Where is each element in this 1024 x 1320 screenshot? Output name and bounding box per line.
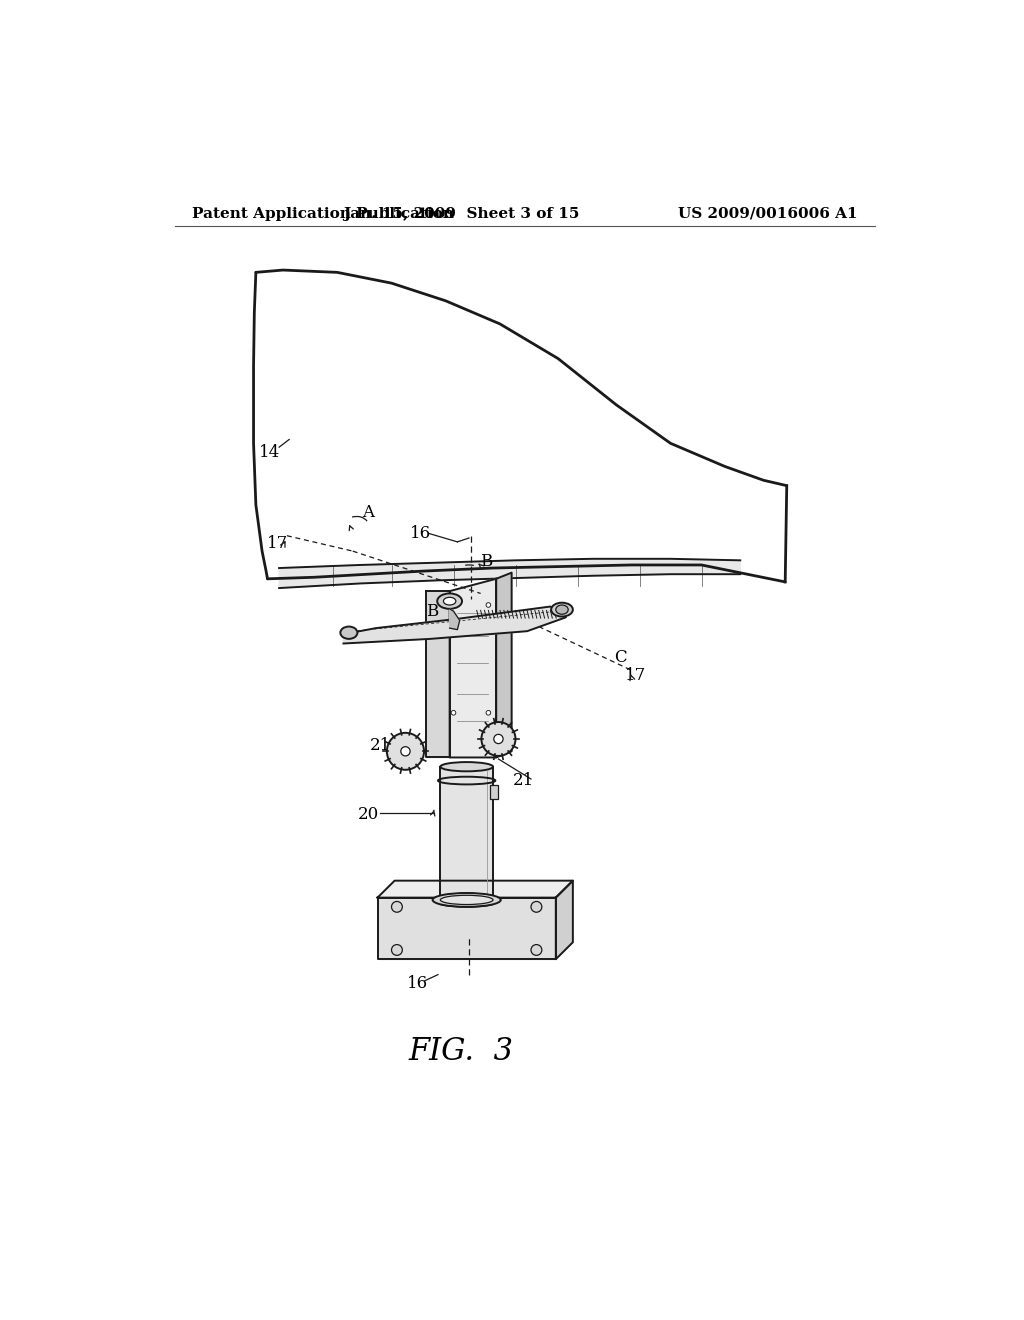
Text: 14: 14 bbox=[259, 444, 281, 461]
Circle shape bbox=[391, 902, 402, 912]
Text: 17: 17 bbox=[625, 668, 646, 684]
Ellipse shape bbox=[551, 603, 572, 616]
Text: 20: 20 bbox=[357, 807, 379, 822]
FancyBboxPatch shape bbox=[489, 785, 498, 799]
Circle shape bbox=[481, 722, 515, 756]
Circle shape bbox=[452, 603, 456, 607]
FancyBboxPatch shape bbox=[440, 767, 493, 902]
Circle shape bbox=[391, 945, 402, 956]
Circle shape bbox=[486, 710, 490, 715]
Polygon shape bbox=[450, 609, 460, 630]
Circle shape bbox=[387, 733, 424, 770]
Polygon shape bbox=[450, 579, 496, 758]
Ellipse shape bbox=[440, 895, 493, 904]
Text: C: C bbox=[614, 649, 628, 665]
Polygon shape bbox=[426, 591, 450, 758]
Ellipse shape bbox=[443, 597, 456, 605]
Text: 16: 16 bbox=[411, 525, 431, 543]
Ellipse shape bbox=[340, 627, 357, 639]
Text: B: B bbox=[426, 603, 438, 619]
Text: US 2009/0016006 A1: US 2009/0016006 A1 bbox=[679, 207, 858, 220]
Polygon shape bbox=[378, 880, 572, 898]
Text: Patent Application Publication: Patent Application Publication bbox=[191, 207, 454, 220]
Polygon shape bbox=[280, 558, 740, 589]
Text: B: B bbox=[480, 553, 493, 570]
Polygon shape bbox=[496, 573, 512, 758]
Text: Jan. 15, 2009  Sheet 3 of 15: Jan. 15, 2009 Sheet 3 of 15 bbox=[343, 207, 580, 220]
Text: 16: 16 bbox=[408, 975, 428, 993]
Polygon shape bbox=[343, 607, 566, 644]
Ellipse shape bbox=[436, 896, 497, 907]
Circle shape bbox=[494, 734, 503, 743]
Circle shape bbox=[531, 902, 542, 912]
Circle shape bbox=[400, 747, 410, 756]
Ellipse shape bbox=[437, 594, 462, 609]
Text: 17: 17 bbox=[267, 535, 288, 552]
Text: 21: 21 bbox=[370, 737, 391, 754]
Text: 21: 21 bbox=[513, 772, 534, 789]
Text: A: A bbox=[362, 504, 374, 521]
Ellipse shape bbox=[556, 605, 568, 614]
Circle shape bbox=[531, 945, 542, 956]
Circle shape bbox=[452, 710, 456, 715]
Ellipse shape bbox=[432, 892, 501, 907]
Text: FIG.  3: FIG. 3 bbox=[409, 1036, 514, 1067]
Polygon shape bbox=[378, 898, 556, 960]
Circle shape bbox=[486, 603, 490, 607]
Polygon shape bbox=[556, 880, 572, 960]
Ellipse shape bbox=[440, 762, 493, 771]
